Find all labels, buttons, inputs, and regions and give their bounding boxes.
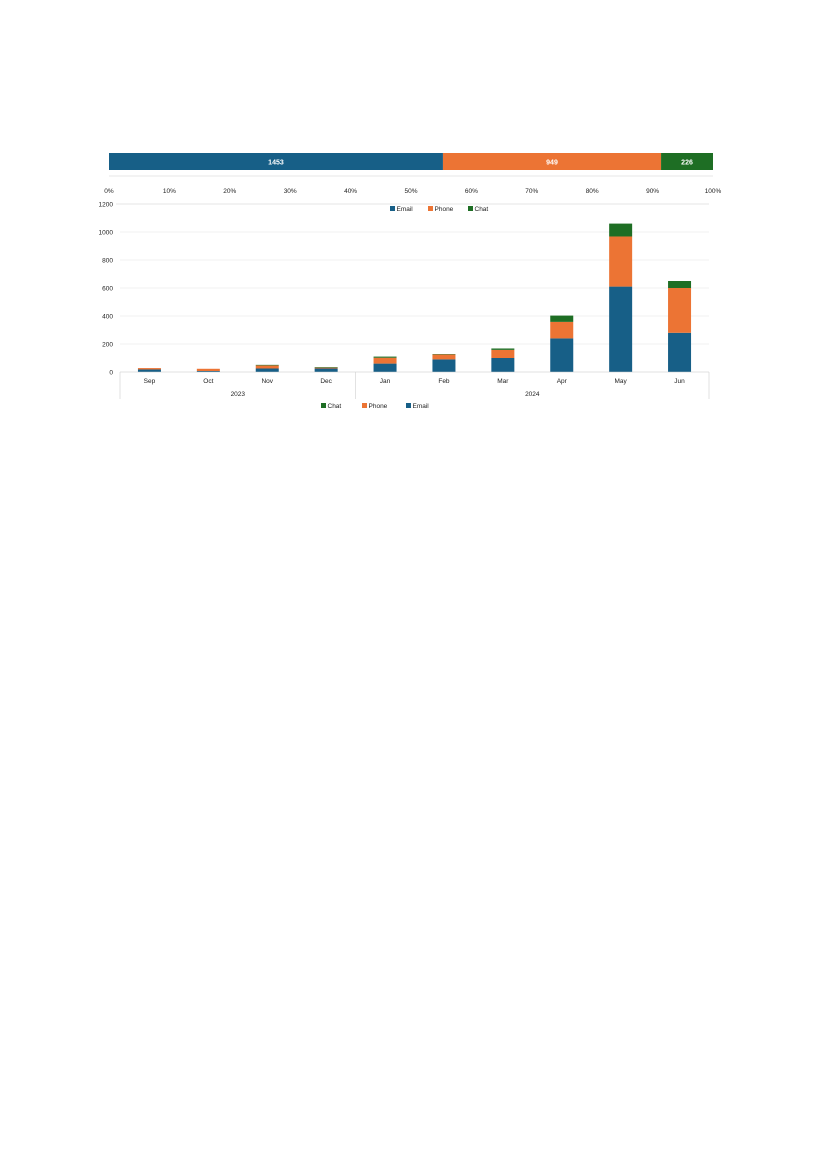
stack-group-label: 2024	[525, 391, 540, 398]
stack-bar-phone-jan	[373, 357, 397, 364]
stack-bar-phone-apr	[550, 321, 574, 339]
share-bar-label-chat: 226	[681, 160, 693, 167]
stack-legend-swatch-email	[406, 403, 411, 408]
stack-bar-chat-apr	[550, 315, 574, 322]
share-legend-label-phone: Phone	[435, 206, 454, 213]
stack-y-tick: 1000	[99, 229, 114, 236]
share-x-tick: 70%	[525, 188, 538, 195]
share-legend-label-email: Email	[397, 206, 414, 213]
share-x-tick: 80%	[586, 188, 599, 195]
share-bar-phone	[442, 153, 662, 170]
stack-x-tick: Apr	[557, 378, 568, 385]
share-x-tick: 40%	[344, 188, 357, 195]
stack-x-tick: May	[615, 378, 628, 385]
stack-y-tick: 600	[102, 285, 113, 292]
share-x-tick: 10%	[163, 188, 176, 195]
stack-bar-email-may	[609, 286, 633, 372]
share-x-tick: 30%	[284, 188, 297, 195]
stack-bar-email-sep	[137, 369, 161, 372]
stack-bar-email-jun	[668, 332, 692, 372]
share-x-tick: 60%	[465, 188, 478, 195]
share-bar-label-email: 1453	[268, 160, 284, 167]
stack-bar-chat-jan	[373, 356, 397, 358]
stack-legend-label-chat: Chat	[328, 403, 342, 410]
share-x-tick: 90%	[646, 188, 659, 195]
stack-bar-email-jan	[373, 363, 397, 372]
stack-y-tick: 400	[102, 313, 113, 320]
stack-bar-email-nov	[255, 368, 279, 372]
stack-x-tick: Oct	[203, 378, 213, 385]
stack-bar-chat-nov	[255, 364, 279, 366]
stack-x-tick: Nov	[261, 378, 273, 385]
stack-bar-chat-dec	[314, 367, 338, 368]
stack-y-tick: 0	[109, 369, 113, 376]
stack-x-tick: Dec	[320, 378, 332, 385]
stack-bar-phone-may	[609, 236, 633, 287]
stack-bar-phone-feb	[432, 354, 456, 360]
stack-bar-email-apr	[550, 338, 574, 372]
stack-legend-swatch-chat	[321, 403, 326, 408]
share-x-tick: 0%	[104, 188, 114, 195]
share-bar-label-phone: 949	[546, 160, 558, 167]
stack-x-tick: Mar	[497, 378, 509, 385]
stack-bar-chat-may	[609, 223, 633, 237]
stack-legend-swatch-phone	[362, 403, 367, 408]
stack-bar-phone-sep	[137, 368, 161, 370]
stack-x-tick: Sep	[144, 378, 156, 385]
share-legend-label-chat: Chat	[475, 206, 489, 213]
stack-y-tick: 800	[102, 257, 113, 264]
share-legend-swatch-chat	[468, 206, 473, 211]
stack-bar-email-mar	[491, 358, 515, 372]
stack-x-tick: Feb	[438, 378, 450, 385]
share-x-tick: 100%	[705, 188, 722, 195]
share-x-tick: 50%	[404, 188, 417, 195]
share-bar-email	[109, 153, 443, 170]
channel-share-chart: 1453 949 226 0% 10% 20% 30% 40% 50% 60% 70% 80% 90% 1…	[104, 153, 722, 213]
stack-x-tick: Jan	[380, 378, 391, 385]
stack-bar-chat-jun	[668, 281, 692, 288]
stack-bar-chat-mar	[491, 348, 515, 350]
stack-group-label: 2023	[231, 391, 246, 398]
share-bar-chat	[661, 153, 713, 170]
stack-bar-phone-mar	[491, 349, 515, 358]
stack-legend-label-phone: Phone	[369, 403, 388, 410]
stack-bar-email-dec	[314, 368, 338, 372]
stack-bar-phone-jun	[668, 288, 692, 333]
stack-bar-phone-dec	[314, 367, 338, 369]
stack-bar-phone-nov	[255, 365, 279, 369]
stack-y-tick: 200	[102, 341, 113, 348]
stack-x-tick: Jun	[674, 378, 685, 385]
stack-bar-email-feb	[432, 359, 456, 372]
stack-bar-email-oct	[196, 371, 220, 372]
share-legend-swatch-email	[390, 206, 395, 211]
stack-legend-label-email: Email	[413, 403, 430, 410]
share-x-tick: 20%	[223, 188, 236, 195]
stack-y-tick: 1200	[99, 201, 114, 208]
share-legend-swatch-phone	[428, 206, 433, 211]
stack-bar-phone-oct	[196, 368, 220, 372]
